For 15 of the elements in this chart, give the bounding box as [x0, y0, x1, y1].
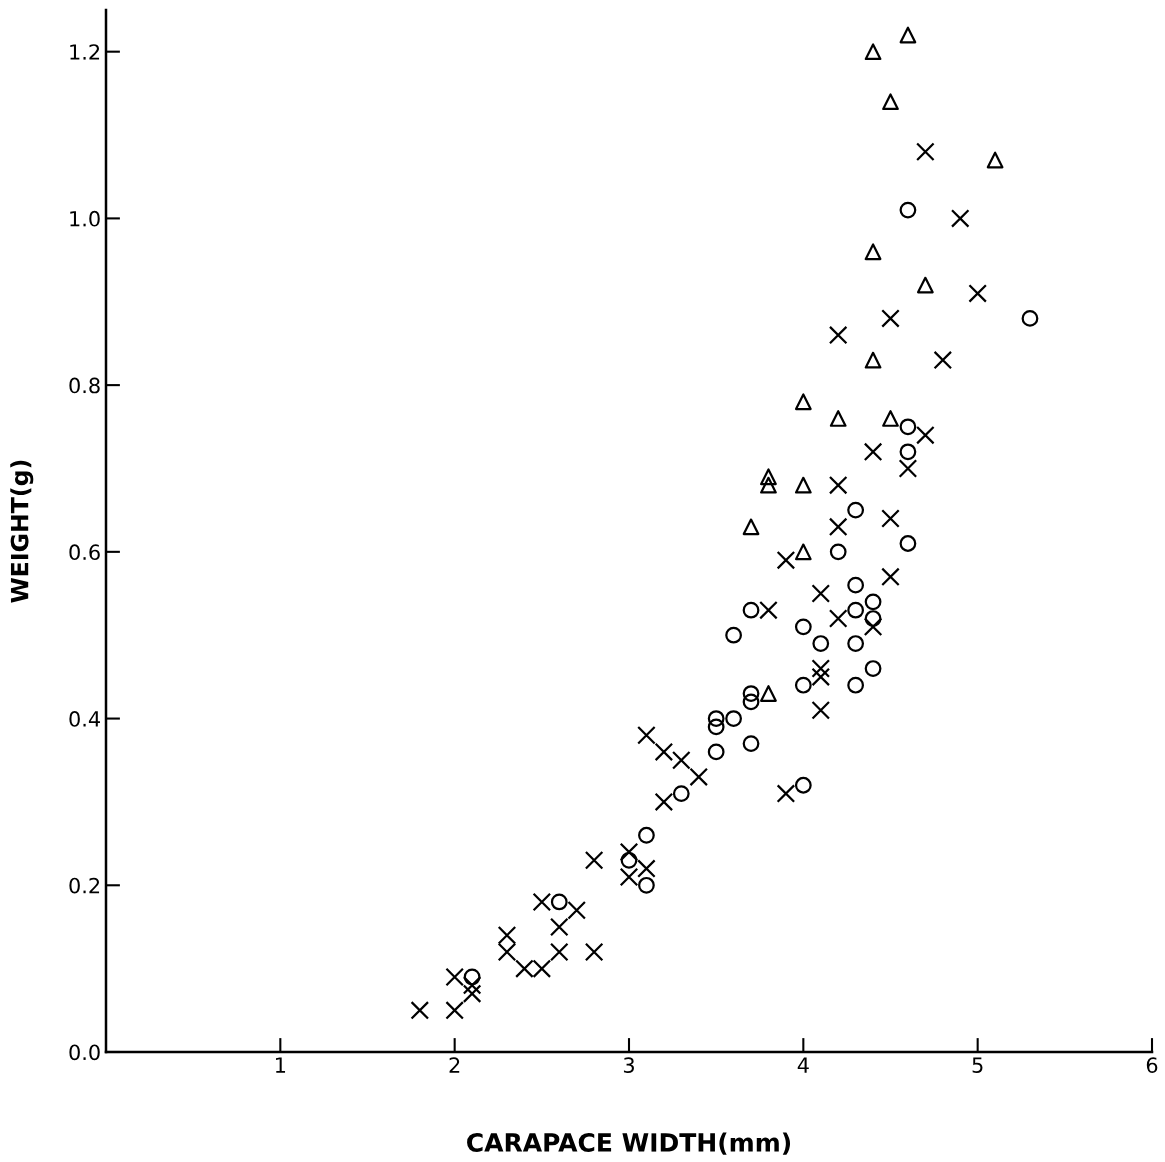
y-tick-label: 0.8 [69, 377, 100, 394]
y-tick-label: 1.0 [70, 210, 100, 227]
y-tick-label: 0.6 [69, 544, 100, 561]
x-tick-label: 4 [797, 1057, 809, 1073]
y-tick-label: 0.4 [69, 711, 100, 727]
y-tick-label: 1.2 [70, 44, 100, 60]
x-tick-label: 6 [1146, 1057, 1158, 1073]
y-tick-label: 0.2 [69, 877, 100, 894]
x-tick-label: 5 [972, 1057, 983, 1073]
y-tick-label: 0.0 [69, 1044, 100, 1061]
x-tick-label: 1 [275, 1057, 286, 1073]
x-tick-label: 2 [449, 1057, 460, 1073]
y-axis-title: WEIGHT(g) [10, 460, 34, 603]
x-axis-title: CARAPACE WIDTH(mm) [467, 1132, 791, 1155]
x-tick-label: 3 [623, 1057, 634, 1073]
